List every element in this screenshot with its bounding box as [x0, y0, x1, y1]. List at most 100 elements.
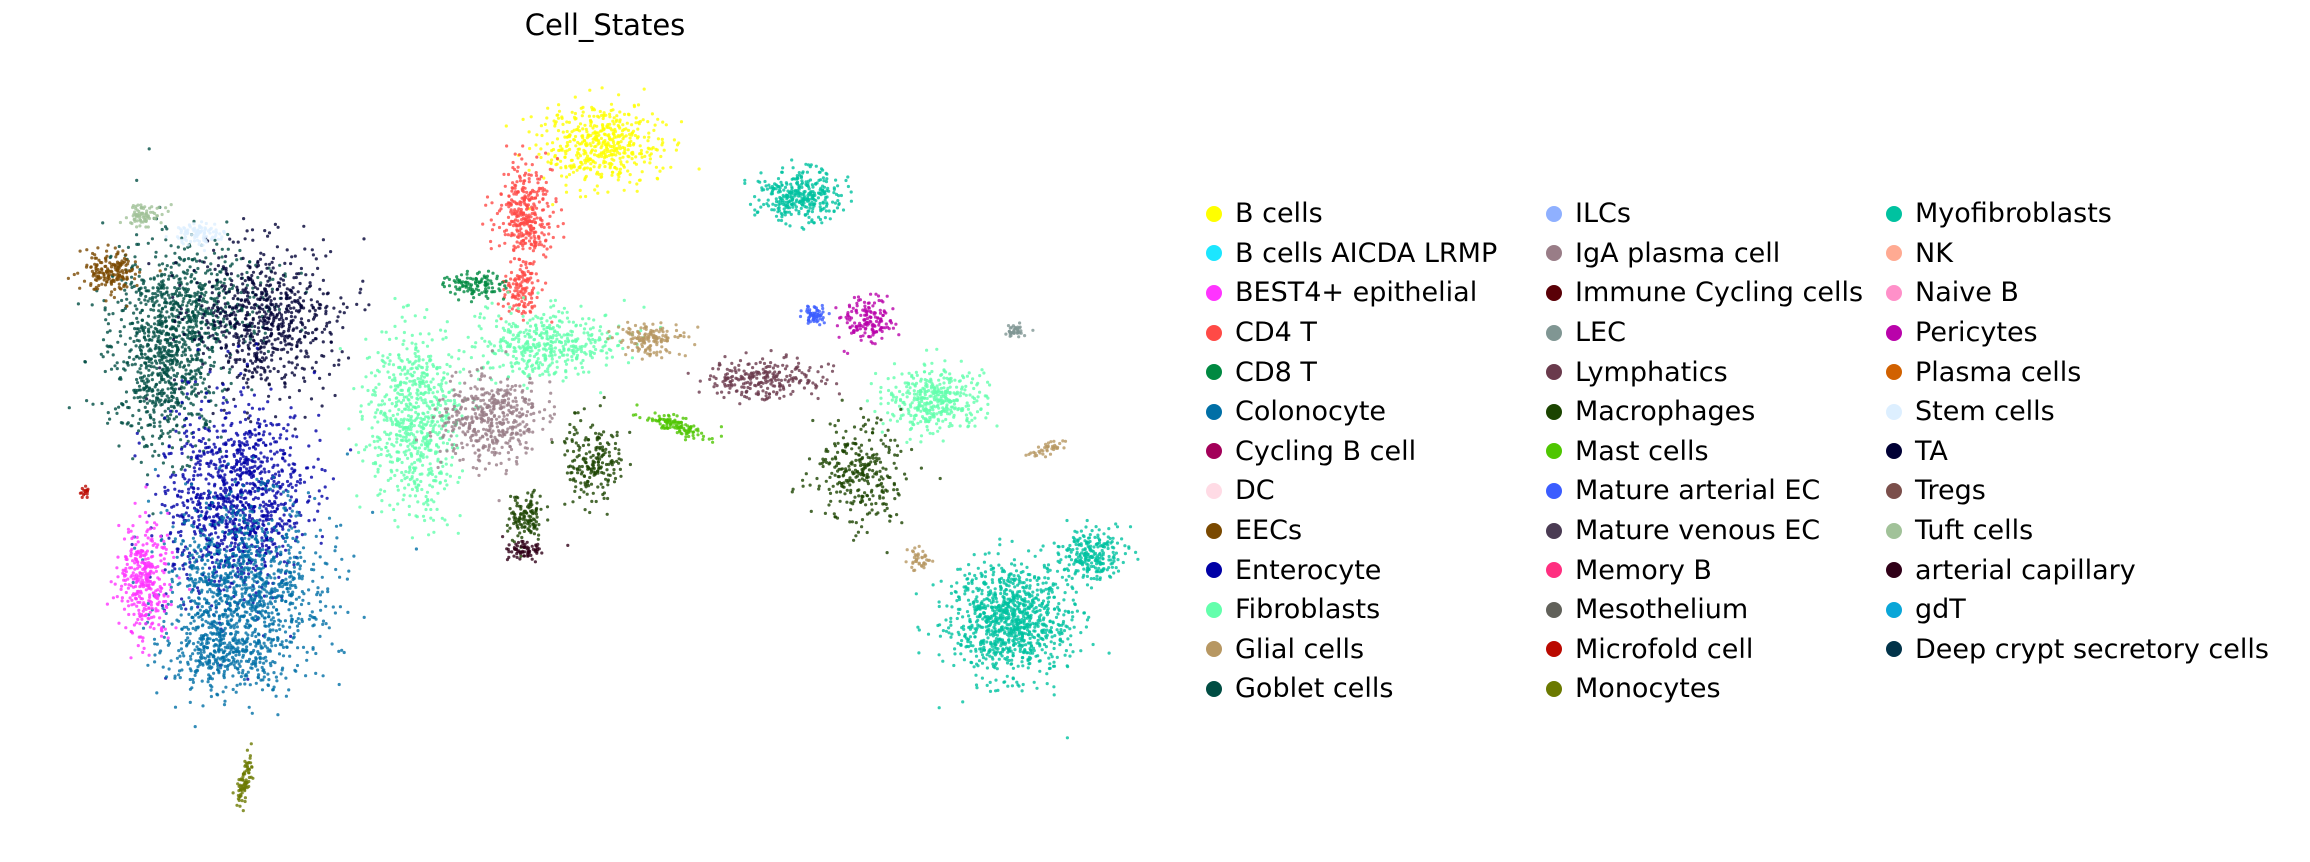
scatter-point [245, 313, 250, 317]
scatter-point [275, 245, 279, 249]
scatter-point [115, 361, 119, 365]
scatter-point [178, 660, 182, 664]
scatter-point [206, 399, 211, 403]
scatter-point [156, 274, 160, 278]
scatter-point [117, 621, 121, 625]
scatter-point [189, 577, 193, 581]
scatter-point [247, 352, 251, 356]
scatter-point [145, 289, 149, 293]
scatter-point [215, 302, 219, 306]
scatter-point [216, 319, 220, 324]
scatter-point [191, 435, 195, 439]
scatter-point [271, 688, 275, 692]
scatter-point [137, 329, 142, 333]
scatter-point [172, 406, 176, 410]
scatter-point [156, 609, 160, 613]
scatter-point [253, 302, 258, 306]
scatter-point [133, 277, 137, 281]
scatter-point [306, 491, 310, 495]
scatter-point [260, 270, 264, 274]
scatter-point [238, 357, 242, 362]
scatter-point [169, 588, 173, 592]
scatter-point [274, 629, 278, 633]
scatter-point [166, 639, 170, 643]
scatter-point [149, 308, 153, 312]
scatter-point [248, 556, 252, 561]
scatter-point [287, 519, 291, 523]
scatter-point [180, 400, 184, 404]
scatter-point [251, 375, 255, 379]
scatter-point [165, 508, 169, 513]
scatter-point [208, 419, 212, 424]
scatter-point [317, 502, 321, 506]
scatter-point [194, 353, 198, 357]
scatter-point [224, 354, 228, 358]
scatter-point [225, 525, 229, 529]
scatter-point [146, 323, 151, 327]
scatter-point [252, 339, 256, 343]
scatter-point [136, 370, 140, 374]
scatter-point [254, 634, 258, 639]
scatter-point [138, 311, 142, 315]
scatter-point [210, 297, 214, 301]
scatter-point [208, 391, 212, 395]
scatter-point [297, 621, 301, 626]
scatter-point [166, 277, 171, 281]
scatter-point [178, 362, 182, 366]
scatter-point [163, 489, 167, 493]
scatter-point [209, 694, 213, 699]
scatter-point [247, 572, 251, 576]
scatter-point [192, 581, 196, 586]
scatter-point [160, 604, 164, 608]
scatter-point [287, 608, 291, 612]
scatter-point [191, 311, 195, 315]
scatter-point [272, 528, 276, 532]
scatter-point [290, 526, 294, 530]
scatter-point [232, 580, 236, 584]
scatter-point [225, 313, 229, 318]
scatter-point [113, 287, 117, 291]
scatter-point [118, 330, 122, 334]
scatter-point [212, 613, 216, 617]
scatter-point [327, 626, 331, 630]
scatter-point [281, 645, 286, 650]
scatter-point [246, 670, 250, 674]
scatter-point [180, 379, 184, 383]
scatter-point [219, 628, 223, 632]
scatter-point [292, 565, 296, 569]
scatter-point [125, 304, 129, 308]
scatter-point [253, 368, 257, 372]
scatter-point [238, 513, 242, 517]
scatter-point [257, 590, 261, 594]
scatter-point [241, 448, 245, 452]
scatter-point [217, 602, 221, 606]
scatter-point [246, 294, 250, 298]
scatter-point [279, 433, 283, 437]
scatter-point [253, 505, 257, 509]
scatter-point [195, 319, 199, 323]
scatter-point [225, 557, 229, 561]
scatter-point [222, 676, 226, 680]
scatter-point [251, 286, 255, 290]
scatter-point [144, 410, 148, 414]
scatter-point [137, 421, 141, 426]
scatter-point [335, 536, 339, 540]
scatter-point [256, 676, 260, 680]
scatter-point [273, 500, 277, 504]
scatter-point [153, 653, 157, 657]
scatter-point [172, 292, 176, 296]
scatter-point [193, 277, 197, 281]
scatter-point [260, 665, 264, 670]
scatter-point [139, 206, 143, 210]
scatter-point [181, 539, 185, 543]
scatter-point [108, 329, 112, 333]
scatter-point [189, 370, 193, 374]
scatter-point [297, 595, 301, 599]
scatter-point [358, 291, 362, 295]
scatter-point [292, 327, 296, 331]
scatter-point [133, 546, 137, 550]
scatter-point [106, 267, 110, 271]
scatter-point [132, 357, 136, 361]
scatter-point [172, 383, 176, 387]
scatter-point [164, 562, 168, 566]
